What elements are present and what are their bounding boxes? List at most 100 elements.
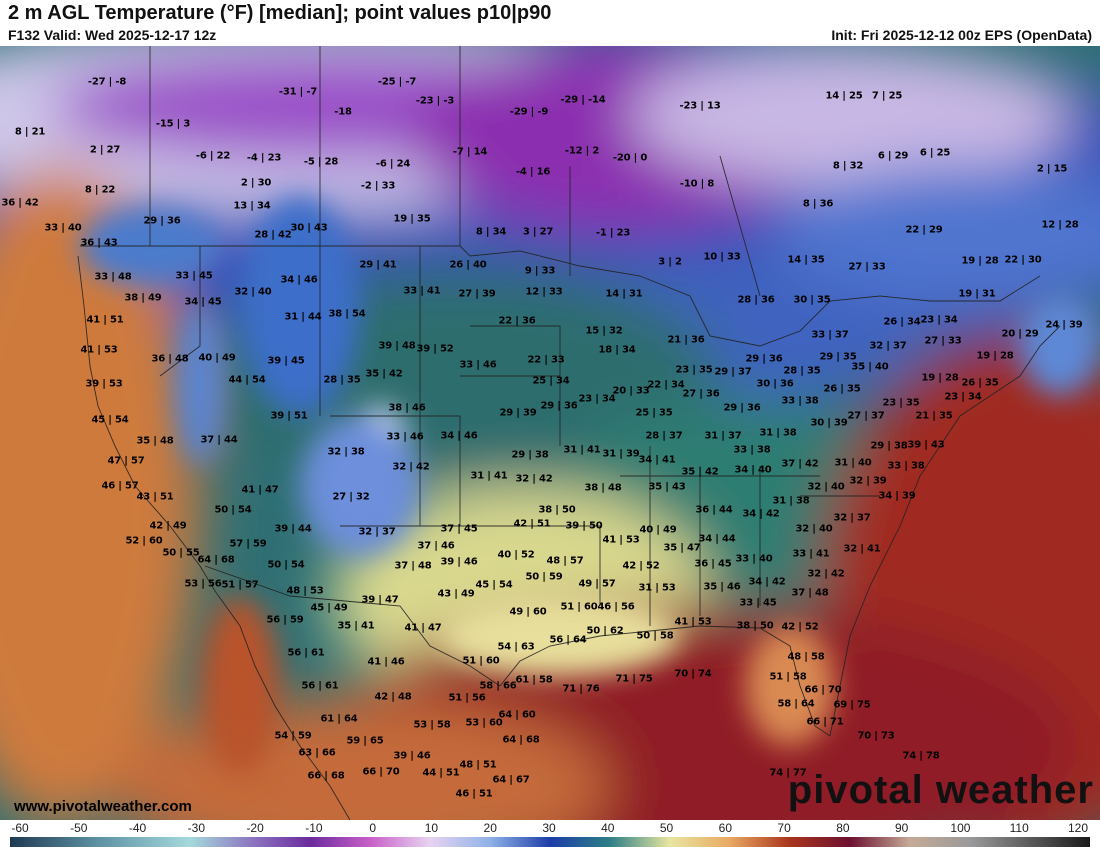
gulf-coastline <box>499 625 831 737</box>
point-value-label: 64 | 68 <box>197 554 235 566</box>
point-value-label: 37 | 44 <box>200 434 238 446</box>
point-value-label: 36 | 43 <box>80 237 118 249</box>
point-value-label: 3 | 27 <box>522 226 554 238</box>
point-value-label: 34 | 42 <box>748 576 786 588</box>
point-value-label: 8 | 34 <box>475 226 507 238</box>
point-value-label: 56 | 64 <box>549 634 587 646</box>
init-time-label: Init: Fri 2025-12-12 00z EPS (OpenData) <box>831 27 1092 43</box>
point-value-label: 19 | 31 <box>958 288 996 300</box>
point-value-label: 39 | 52 <box>416 343 454 355</box>
point-value-label: 41 | 51 <box>86 314 124 326</box>
point-value-label: 46 | 51 <box>455 788 493 800</box>
point-value-label: 38 | 50 <box>538 504 576 516</box>
point-value-label: -4 | 16 <box>515 166 551 178</box>
point-value-label: 70 | 74 <box>674 668 712 680</box>
color-scale-tick: 40 <box>601 821 615 835</box>
point-value-label: 29 | 37 <box>714 366 752 378</box>
color-scale-tick: 80 <box>836 821 850 835</box>
point-value-label: 32 | 37 <box>358 526 396 538</box>
point-value-label: 63 | 66 <box>298 747 336 759</box>
point-value-label: 31 | 53 <box>638 582 676 594</box>
point-value-label: 12 | 33 <box>525 286 563 298</box>
point-value-label: 53 | 56 <box>184 578 222 590</box>
point-value-label: 54 | 63 <box>497 641 535 653</box>
pacific-orange <box>0 166 200 820</box>
point-value-label: 50 | 54 <box>267 559 305 571</box>
point-value-label: 29 | 38 <box>870 440 908 452</box>
point-value-label: -23 | 13 <box>679 100 721 112</box>
point-value-label: 41 | 53 <box>674 616 712 628</box>
point-value-label: 39 | 47 <box>361 594 399 606</box>
point-value-label: 34 | 46 <box>280 274 318 286</box>
point-value-label: 23 | 35 <box>675 364 713 376</box>
point-value-label: 51 | 57 <box>221 579 259 591</box>
point-value-label: 46 | 56 <box>597 601 635 613</box>
point-value-label: 32 | 39 <box>849 475 887 487</box>
point-value-label: 56 | 61 <box>301 680 339 692</box>
gulf-coast-yellow <box>440 596 680 676</box>
point-value-label: 39 | 46 <box>393 750 431 762</box>
point-value-label: 53 | 60 <box>465 717 503 729</box>
point-value-label: 29 | 39 <box>499 407 537 419</box>
point-value-label: 34 | 40 <box>734 464 772 476</box>
point-value-label: 38 | 50 <box>736 620 774 632</box>
point-value-label: 64 | 68 <box>502 734 540 746</box>
point-value-label: 32 | 37 <box>833 512 871 524</box>
point-value-label: 6 | 25 <box>919 147 951 159</box>
point-value-label: 23 | 35 <box>882 397 920 409</box>
point-value-label: 3 | 2 <box>658 256 682 268</box>
point-value-label: 27 | 33 <box>848 261 886 273</box>
point-value-label: 27 | 32 <box>332 491 370 503</box>
point-value-label: 48 | 53 <box>286 585 324 597</box>
point-value-label: 10 | 33 <box>703 251 741 263</box>
point-value-label: 23 | 34 <box>578 393 616 405</box>
point-value-label: 39 | 44 <box>274 523 312 535</box>
point-value-label: 33 | 40 <box>735 553 773 565</box>
point-value-label: -1 | 23 <box>595 227 631 239</box>
point-value-label: 51 | 60 <box>560 601 598 613</box>
point-value-label: 42 | 52 <box>781 621 819 633</box>
pacific-coastline <box>77 255 351 820</box>
us-mexico-border <box>204 565 501 687</box>
point-value-label: 29 | 36 <box>745 353 783 365</box>
color-scale-tick: 50 <box>659 821 674 835</box>
point-value-label: 41 | 46 <box>367 656 405 668</box>
point-value-label: 58 | 66 <box>479 680 517 692</box>
point-value-label: 34 | 41 <box>638 454 676 466</box>
point-value-label: 66 | 70 <box>804 684 842 696</box>
point-value-label: 27 | 36 <box>682 388 720 400</box>
point-value-label: -20 | 0 <box>612 152 648 164</box>
point-value-label: 39 | 43 <box>907 439 945 451</box>
point-value-label: 45 | 54 <box>91 414 129 426</box>
point-value-label: 33 | 41 <box>403 285 441 297</box>
point-value-label: 40 | 52 <box>497 549 535 561</box>
point-value-label: 31 | 38 <box>772 495 810 507</box>
point-value-label: 32 | 40 <box>234 286 272 298</box>
point-value-label: 33 | 41 <box>792 548 830 560</box>
point-value-label: 23 | 34 <box>920 314 958 326</box>
baja-red <box>200 596 280 776</box>
point-value-label: 37 | 45 <box>440 523 478 535</box>
newfoundland-blue <box>1020 296 1100 396</box>
point-value-label: 28 | 37 <box>645 430 683 442</box>
point-value-label: 2 | 15 <box>1036 163 1068 175</box>
point-value-label: 52 | 60 <box>125 535 163 547</box>
point-value-label: 43 | 49 <box>437 588 475 600</box>
point-value-label: 50 | 54 <box>214 504 252 516</box>
point-value-label: 26 | 40 <box>449 259 487 271</box>
map-boundaries <box>77 46 1061 820</box>
point-value-label: 42 | 48 <box>374 691 412 703</box>
point-value-label: -18 <box>334 106 352 118</box>
point-value-label: -2 | 33 <box>360 180 396 192</box>
point-value-label: 35 | 41 <box>337 620 375 632</box>
point-value-label: 50 | 58 <box>636 630 674 642</box>
point-value-label: 45 | 49 <box>310 602 348 614</box>
point-value-label: 42 | 51 <box>513 518 551 530</box>
point-value-label: 41 | 53 <box>80 344 118 356</box>
point-value-label: 50 | 55 <box>162 547 200 559</box>
point-value-label: 32 | 42 <box>807 568 845 580</box>
point-value-label: 22 | 34 <box>647 379 685 391</box>
point-value-label: 25 | 34 <box>532 375 570 387</box>
point-value-label: 32 | 40 <box>807 481 845 493</box>
point-value-label: 29 | 41 <box>359 259 397 271</box>
